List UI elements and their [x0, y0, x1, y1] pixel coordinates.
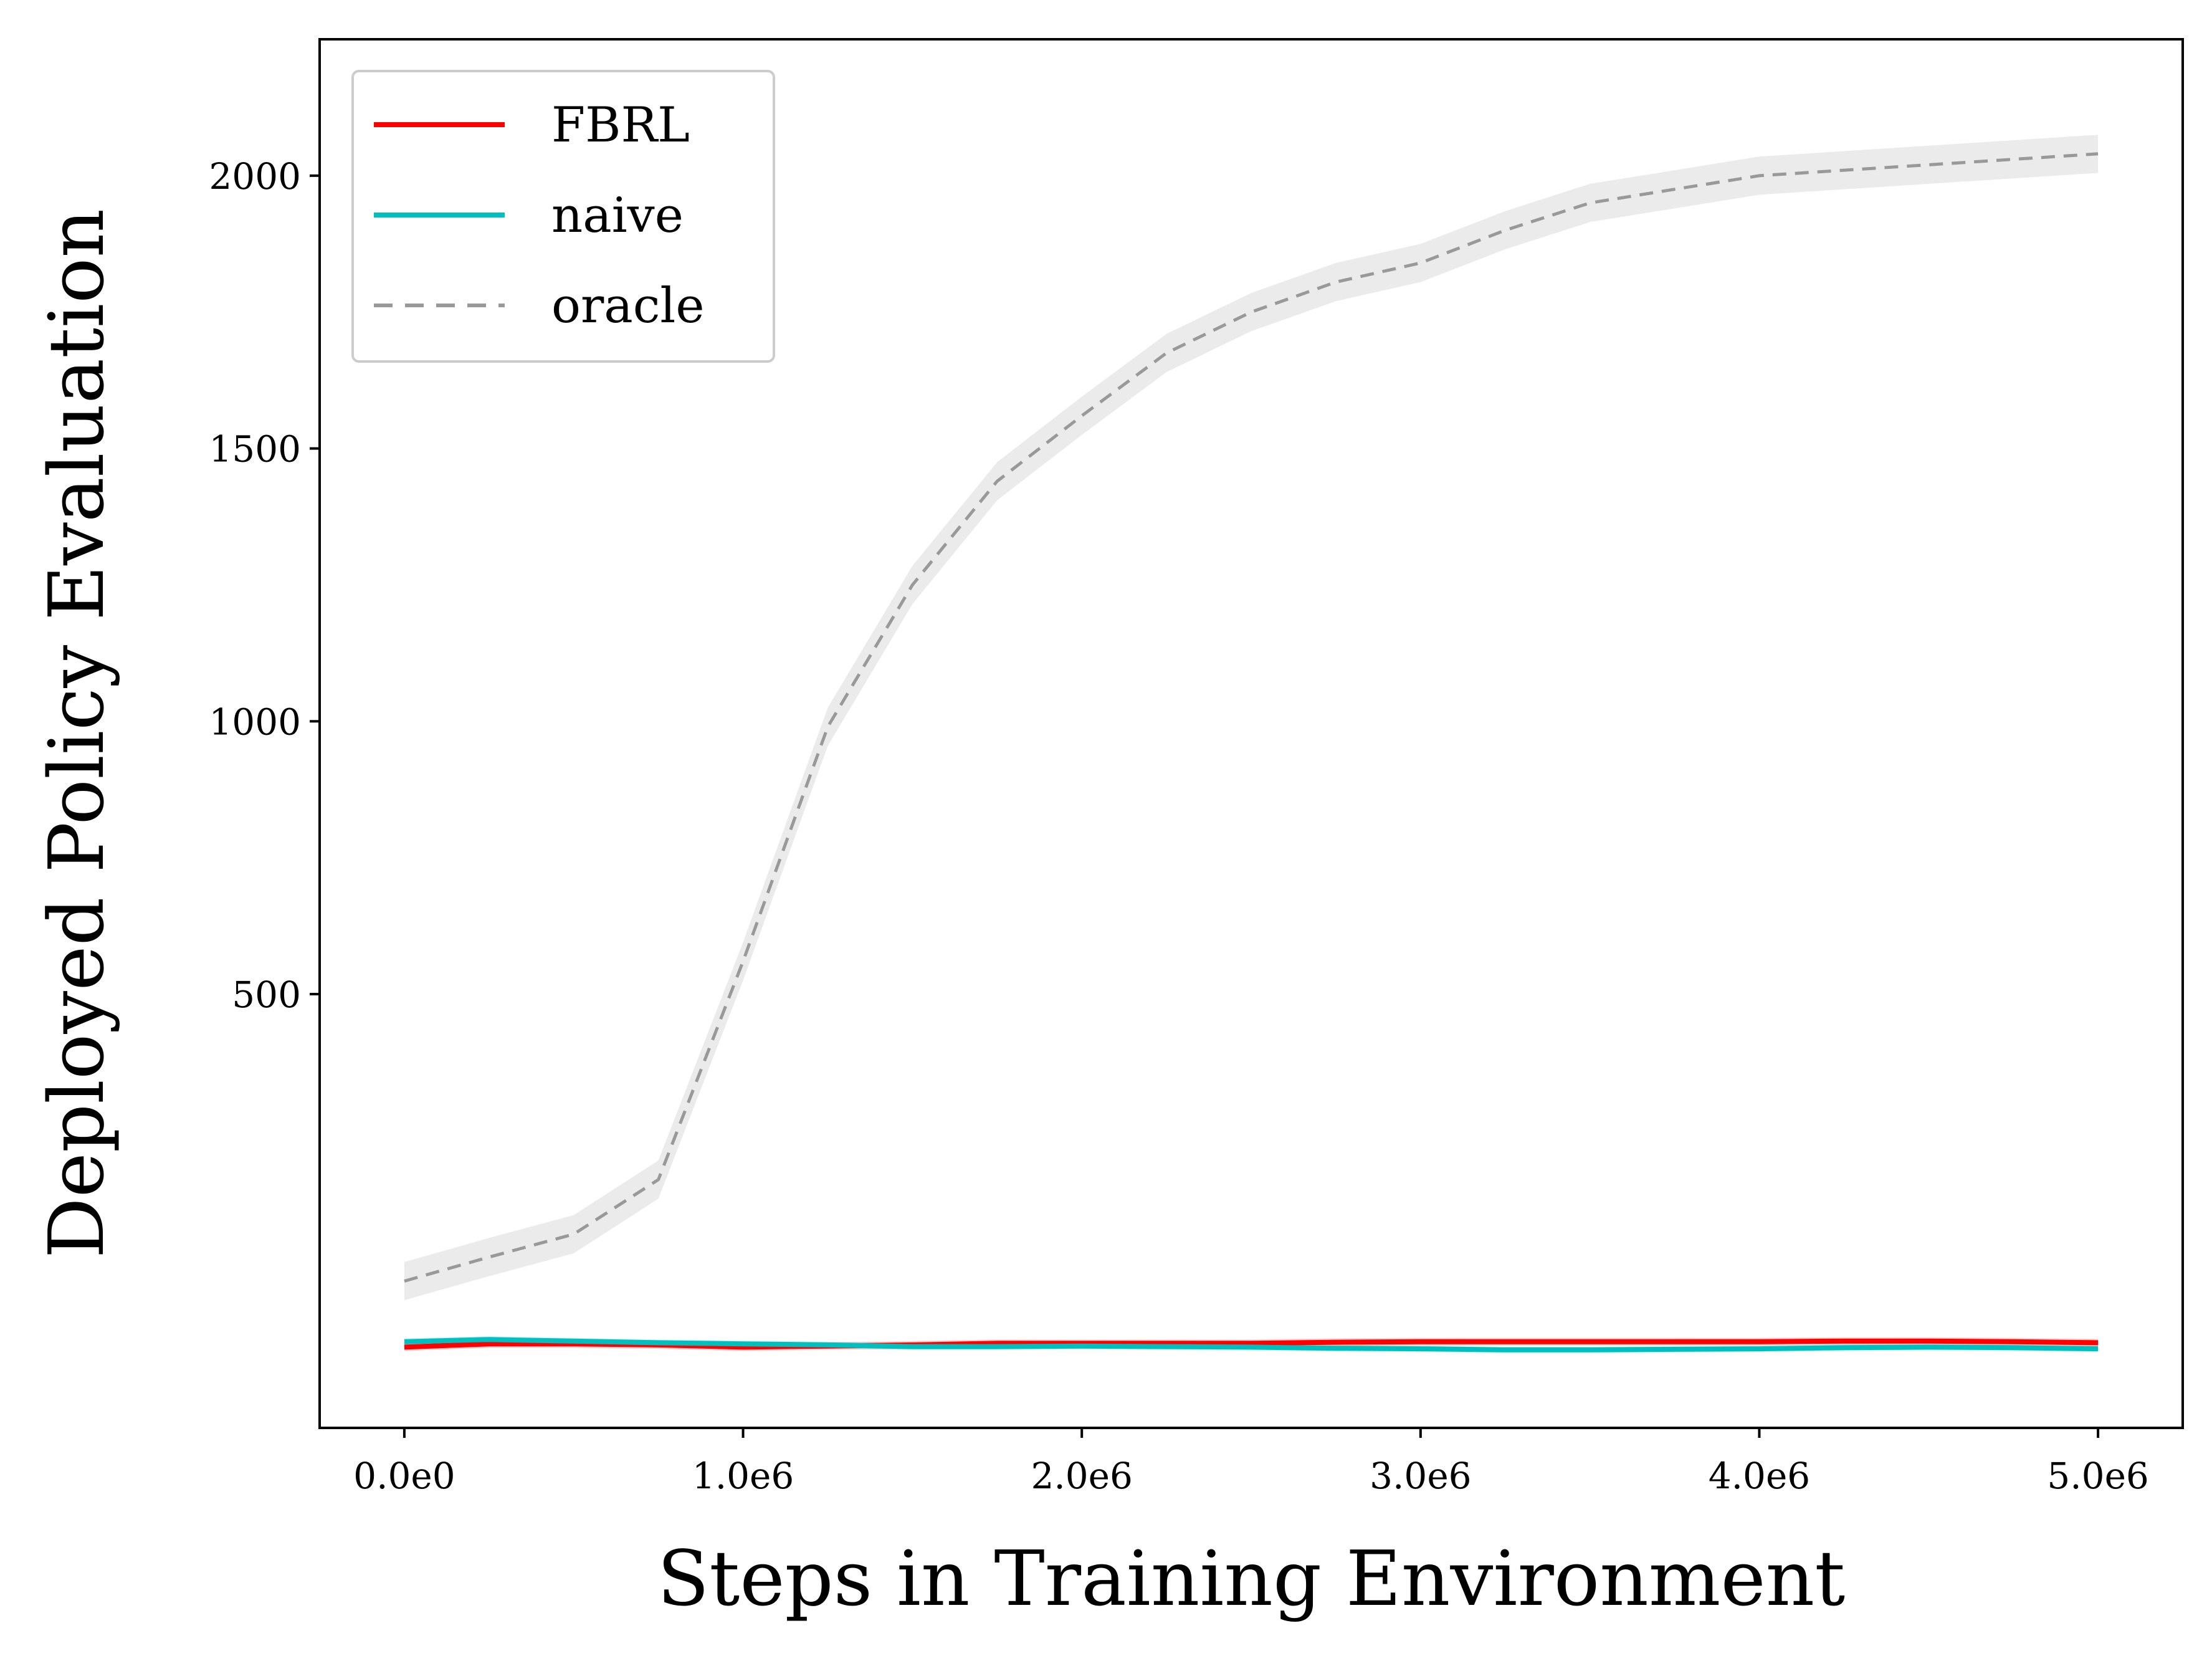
y-axis-title: Deployed Policy Evaluation — [32, 209, 121, 1258]
legend-box — [351, 70, 775, 363]
y-tick-label: 1000 — [209, 701, 301, 743]
legend: FBRL naive oracle — [351, 70, 775, 363]
x-tick-label: 2.0e6 — [1031, 1455, 1132, 1497]
x-axis-ticks: 0.0e0 1.0e6 2.0e6 3.0e6 4.0e6 5.0e6 — [353, 1428, 2149, 1497]
legend-label-oracle: oracle — [551, 278, 705, 334]
x-tick-label: 5.0e6 — [2047, 1455, 2148, 1497]
y-tick-label: 2000 — [209, 155, 301, 198]
x-tick-label: 3.0e6 — [1370, 1455, 1471, 1497]
legend-label-fbrl: FBRL — [551, 97, 690, 153]
legend-label-naive: naive — [551, 188, 684, 244]
x-tick-label: 0.0e0 — [353, 1455, 455, 1497]
plot-frame — [318, 38, 2184, 1429]
x-tick-label: 4.0e6 — [1709, 1455, 1810, 1497]
y-tick-label: 1500 — [209, 428, 301, 471]
y-axis-ticks: 500 1000 1500 2000 — [209, 155, 320, 1016]
x-axis-title: Steps in Training Environment — [657, 1534, 1846, 1623]
series-lines — [404, 152, 2099, 1352]
series-line-fbrl — [404, 1338, 2099, 1350]
x-tick-label: 1.0e6 — [692, 1455, 794, 1497]
y-tick-label: 500 — [232, 974, 301, 1016]
series-line-naive — [404, 1337, 2099, 1352]
